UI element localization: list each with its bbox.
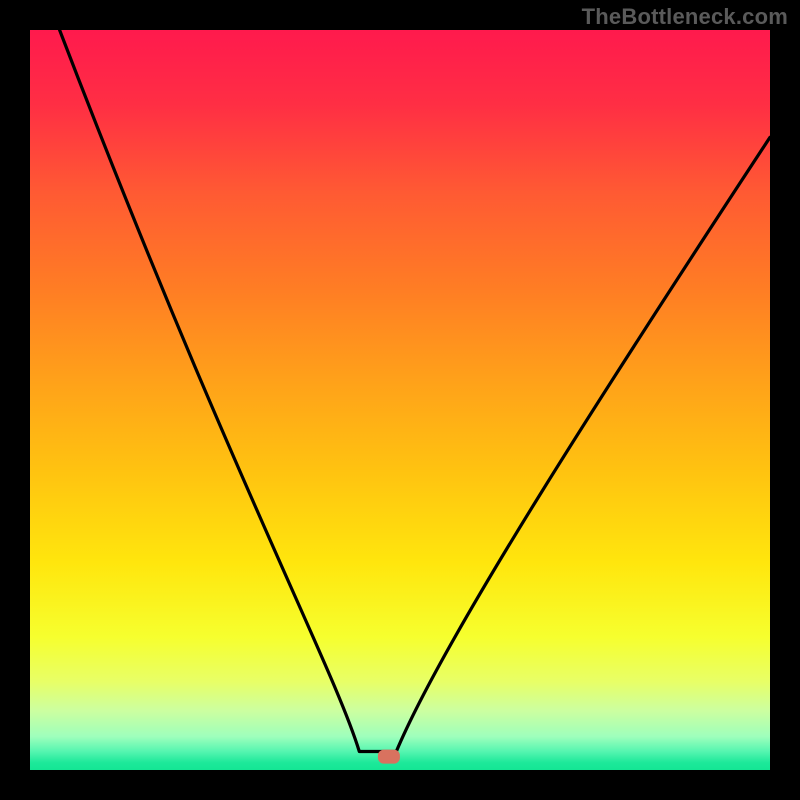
plot-area xyxy=(30,30,770,770)
minimum-marker xyxy=(378,750,400,764)
gradient-background xyxy=(30,30,770,770)
chart-svg xyxy=(30,30,770,770)
watermark-text: TheBottleneck.com xyxy=(582,4,788,30)
chart-container: TheBottleneck.com xyxy=(0,0,800,800)
